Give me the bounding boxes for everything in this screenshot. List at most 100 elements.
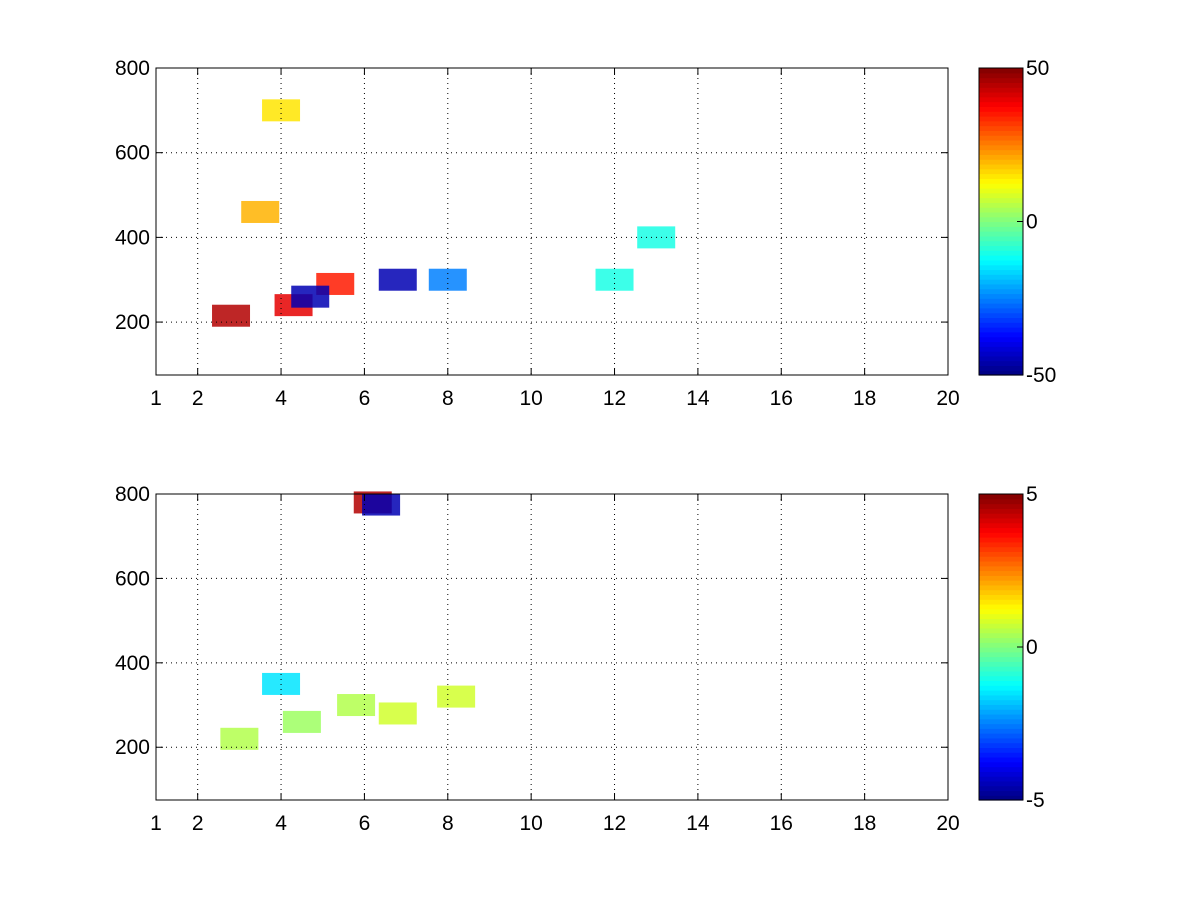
colorbar-swatch (979, 178, 1023, 184)
colorbar-swatch (979, 115, 1023, 122)
colorbar-swatch (979, 197, 1023, 203)
colorbar-swatch (979, 685, 1023, 691)
colorbar-swatch (979, 580, 1023, 586)
axes-frame (155, 493, 949, 801)
colorbar-swatch (979, 77, 1023, 83)
colorbar-swatch (979, 666, 1023, 672)
y-tick-labels: 200 400 600 800 (115, 483, 948, 759)
colorbar-swatch (979, 704, 1023, 710)
colorbar-swatch (979, 584, 1023, 591)
colorbar-tick-label: 50 (1026, 57, 1049, 80)
colorbar-swatch (979, 647, 1023, 653)
x-tick-label: 14 (686, 812, 710, 835)
colorbar-swatch (979, 718, 1023, 725)
colorbar-swatch (979, 575, 1023, 581)
colorbar-swatch (979, 168, 1023, 175)
colorbar-swatch (979, 101, 1023, 107)
colorbar-swatch (979, 87, 1023, 93)
colorbar-swatch (979, 274, 1023, 280)
colorbar-swatch (979, 522, 1023, 529)
colorbar-swatch (979, 513, 1023, 519)
colorbar-swatch (979, 144, 1023, 151)
heatmap-cell (241, 200, 280, 223)
colorbar-swatch (979, 498, 1023, 505)
heatmap-cell (337, 694, 376, 717)
colorbar-swatch (979, 317, 1023, 323)
colorbar-swatch (979, 756, 1023, 763)
x-tick-label: 14 (686, 387, 710, 410)
colorbar-swatch (979, 68, 1023, 74)
colorbar-swatch (979, 642, 1023, 648)
heatmap-cell (378, 702, 417, 725)
colorbar-swatch (979, 546, 1023, 552)
colorbar-swatch (979, 690, 1023, 696)
colorbar-swatch (979, 370, 1023, 376)
colorbar-swatch (979, 187, 1023, 194)
x-tick-label: 10 (519, 387, 542, 410)
y-tick-label: 400 (115, 652, 150, 675)
colorbar-swatch (979, 307, 1023, 314)
colorbar-swatch (979, 135, 1023, 141)
colorbar-swatch (979, 761, 1023, 768)
colorbar-swatch (979, 355, 1023, 362)
colorbar-swatch (979, 351, 1023, 357)
colorbar-swatch (979, 776, 1023, 782)
colorbar-swatch (979, 570, 1023, 576)
colorbar-swatch (979, 656, 1023, 662)
heatmap-cell (437, 685, 476, 708)
colorbar-swatch (979, 661, 1023, 667)
colorbar-tick-label: -50 (1026, 364, 1056, 387)
colorbar-swatch (979, 560, 1023, 567)
colorbar-swatch (979, 565, 1023, 572)
colorbar-swatch (979, 517, 1023, 524)
colorbar-swatch (979, 269, 1023, 275)
colorbar-swatch (979, 594, 1023, 600)
colorbar-swatch (979, 551, 1023, 557)
axes-frame (155, 67, 949, 376)
heatmap-cell (212, 304, 251, 327)
colorbar-swatch (979, 537, 1023, 543)
x-tick-label: 8 (442, 812, 454, 835)
colorbar-swatch (979, 360, 1023, 367)
x-tick-label: 10 (519, 812, 542, 835)
colorbar-swatch (979, 250, 1023, 256)
colorbar-swatch (979, 245, 1023, 251)
x-tick-label: 12 (603, 387, 626, 410)
colorbar-swatch (979, 651, 1023, 658)
colorbar-swatch (979, 264, 1023, 271)
colorbar-swatch (979, 221, 1023, 227)
colorbar: -5 0 5 (978, 483, 1045, 812)
colorbar-swatch (979, 288, 1023, 295)
x-tick-label: 6 (359, 387, 371, 410)
colorbar-swatch (979, 541, 1023, 548)
colorbar-swatch (979, 733, 1023, 739)
colorbar-tick-label: 5 (1026, 483, 1038, 506)
colorbar-swatch (979, 327, 1023, 333)
colorbar-swatch (979, 82, 1023, 88)
colorbar-swatch (979, 163, 1023, 170)
heatmap-cell (262, 99, 301, 122)
colorbar-swatch (979, 680, 1023, 686)
heatmap-cells (220, 491, 476, 750)
heatmap-cell (282, 710, 321, 733)
y-tick-label: 600 (115, 142, 150, 165)
colorbar-swatch (979, 106, 1023, 112)
colorbar-swatch (979, 336, 1023, 343)
colorbar-swatch (979, 91, 1023, 98)
colorbar-swatch (979, 139, 1023, 146)
colorbar-swatch (979, 298, 1023, 304)
colorbar-swatch (979, 613, 1023, 619)
x-tick-label: 2 (192, 812, 204, 835)
colorbar-swatch (979, 211, 1023, 218)
x-tick-label: 6 (359, 812, 371, 835)
colorbar-swatch (979, 154, 1023, 160)
colorbar-tick-label: 0 (1026, 636, 1038, 659)
colorbar-swatch (979, 737, 1023, 744)
colorbar-swatch (979, 795, 1023, 801)
colorbar-swatch (979, 623, 1023, 629)
colorbar-swatch (979, 699, 1023, 705)
colorbar-swatch (979, 608, 1023, 615)
